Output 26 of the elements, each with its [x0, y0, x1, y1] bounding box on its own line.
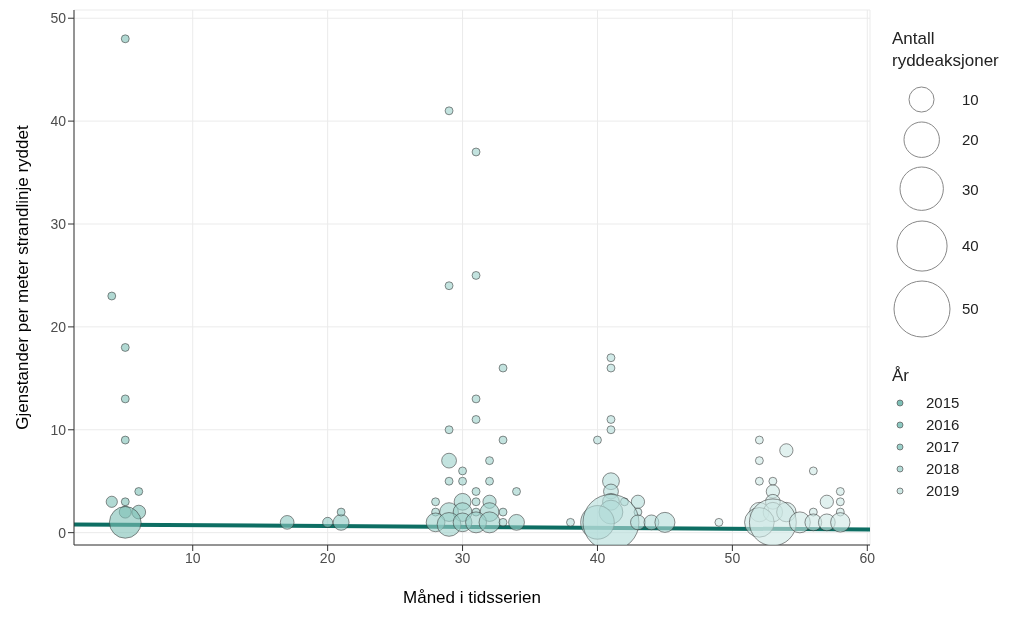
- legend-label: 50: [962, 300, 979, 318]
- legend-label: 2016: [926, 416, 960, 434]
- text: Antall ryddeaksjoner: [892, 29, 999, 70]
- y-tick-label: 10: [50, 421, 67, 438]
- y-tick-label: 30: [50, 215, 67, 232]
- text: År: [892, 365, 909, 385]
- legend-label: 2019: [926, 482, 960, 500]
- x-tick-label: 10: [184, 549, 201, 566]
- legend-label: 10: [962, 91, 979, 109]
- y-tick-label: 40: [50, 113, 67, 130]
- x-tick-label: 50: [724, 549, 741, 566]
- legend-label: 40: [962, 237, 979, 255]
- y-tick-label: 20: [50, 318, 67, 335]
- y-axis-title: Gjenstander per meter strandlinje ryddet: [13, 125, 33, 430]
- x-tick-label: 40: [589, 549, 606, 566]
- y-tick-label: 50: [50, 10, 67, 27]
- legend-label: 2018: [926, 460, 960, 478]
- x-axis-title: Måned i tidsserien: [403, 588, 541, 607]
- legend-label: 30: [962, 180, 979, 198]
- x-tick-label: 20: [319, 549, 336, 566]
- legend-label: 2015: [926, 394, 960, 412]
- y-tick-label: 0: [58, 524, 67, 541]
- legend-label: 20: [962, 131, 979, 149]
- x-tick-label: 60: [859, 549, 876, 566]
- x-tick-label: 30: [454, 549, 471, 566]
- legend-label: 2017: [926, 438, 960, 456]
